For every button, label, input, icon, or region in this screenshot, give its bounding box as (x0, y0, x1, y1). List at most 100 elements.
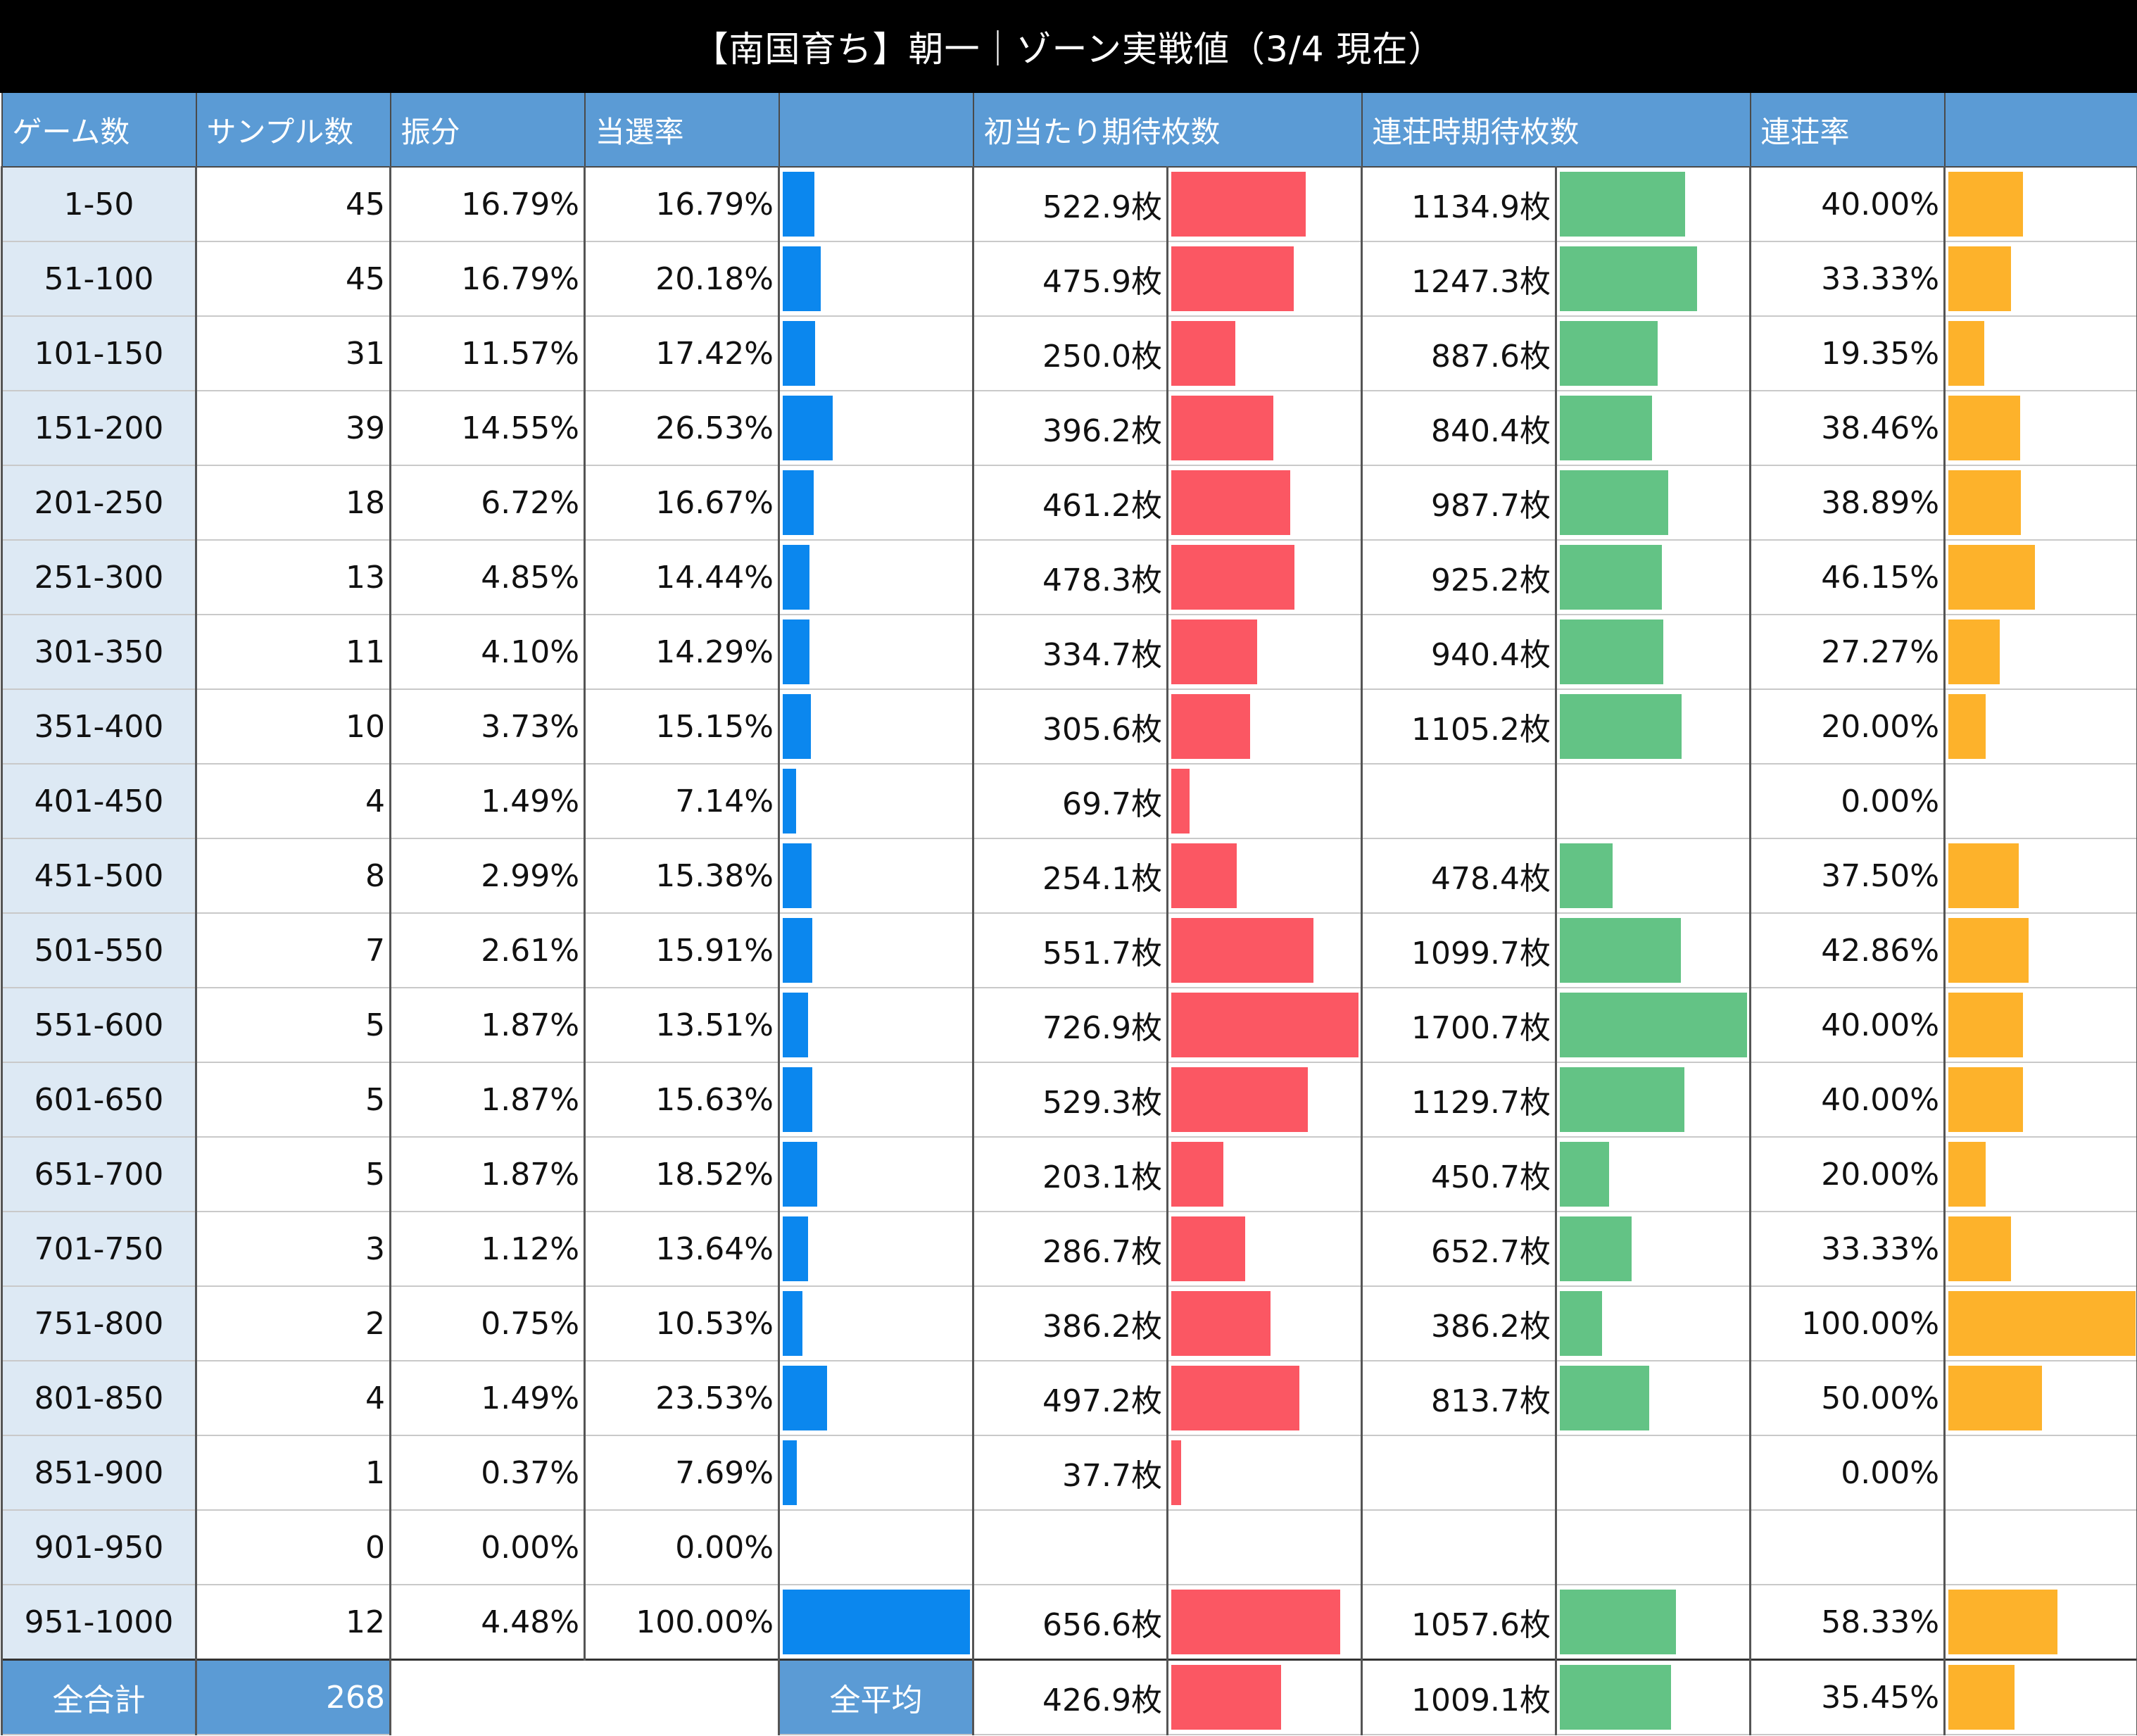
header-furi: 振分 (389, 93, 586, 168)
renchan-bar-cell (1555, 315, 1752, 391)
rate-bar (783, 470, 814, 535)
header-rate-bar (778, 93, 974, 168)
sample-cell: 39 (195, 390, 391, 466)
table-row: 101-150 31 11.57% 17.42% 250.0枚 887.6枚 19.35% (1, 315, 2137, 391)
renchan-bar-cell (1555, 1360, 1752, 1436)
rr-cell: 20.00% (1749, 1136, 1946, 1212)
renchan-cell (1361, 763, 1558, 839)
rate-bar (783, 769, 796, 834)
sample-cell: 8 (195, 838, 391, 914)
game-range-cell: 101-150 (1, 315, 197, 391)
rate-bar-cell (778, 838, 974, 914)
rate-bar (783, 619, 809, 684)
totals-row: 全合計 268 全平均 426.9枚 1009.1枚 35.45% (1, 1659, 2137, 1735)
rr-cell: 40.00% (1749, 1062, 1946, 1138)
game-range-cell: 801-850 (1, 1360, 197, 1436)
sample-cell: 4 (195, 763, 391, 839)
renchan-bar-cell (1555, 1584, 1752, 1661)
rate-cell: 15.91% (584, 912, 780, 988)
furi-cell: 0.00% (389, 1509, 586, 1585)
first-cell: 656.6枚 (972, 1584, 1168, 1661)
renchan-bar (1560, 918, 1682, 983)
sample-cell: 4 (195, 1360, 391, 1436)
rate-cell: 15.38% (584, 838, 780, 914)
renchan-cell: 1247.3枚 (1361, 241, 1558, 317)
header-rr-bar (1943, 93, 2137, 168)
game-range-cell: 301-350 (1, 614, 197, 690)
rr-bar-cell (1943, 838, 2137, 914)
table-row: 151-200 39 14.55% 26.53% 396.2枚 840.4枚 38.46% (1, 390, 2137, 466)
first-bar (1171, 1440, 1181, 1505)
sample-cell: 10 (195, 688, 391, 765)
first-bar (1171, 1366, 1299, 1430)
first-cell: 203.1枚 (972, 1136, 1168, 1212)
rr-bar-cell (1943, 912, 2137, 988)
table-row: 351-400 10 3.73% 15.15% 305.6枚 1105.2枚 20.00% (1, 688, 2137, 765)
rr-cell: 38.89% (1749, 465, 1946, 541)
sample-cell: 12 (195, 1584, 391, 1661)
rr-cell: 40.00% (1749, 166, 1946, 242)
renchan-cell: 1105.2枚 (1361, 688, 1558, 765)
rr-bar-cell (1943, 1584, 2137, 1661)
rate-bar-cell (778, 390, 974, 466)
rr-cell: 0.00% (1749, 763, 1946, 839)
total-sample: 268 (195, 1659, 391, 1735)
renchan-bar (1560, 321, 1658, 386)
furi-cell: 4.48% (389, 1584, 586, 1661)
rr-bar (1948, 545, 2036, 610)
rr-bar-cell (1943, 390, 2137, 466)
header-rr: 連荘率 (1749, 93, 1946, 168)
table-row: 251-300 13 4.85% 14.44% 478.3枚 925.2枚 46.15% (1, 539, 2137, 615)
avg-renchan-bar (1560, 1665, 1672, 1730)
rate-bar-cell (778, 465, 974, 541)
rr-cell: 46.15% (1749, 539, 1946, 615)
rate-bar (783, 918, 812, 983)
game-range-cell: 851-900 (1, 1435, 197, 1511)
rate-bar-cell (778, 1062, 974, 1138)
rate-cell: 15.15% (584, 688, 780, 765)
game-range-cell: 451-500 (1, 838, 197, 914)
rate-bar (783, 993, 808, 1057)
first-bar (1171, 321, 1235, 386)
game-range-cell: 351-400 (1, 688, 197, 765)
rate-bar (783, 1067, 812, 1132)
rr-bar-cell (1943, 166, 2137, 242)
rr-bar (1948, 1216, 2012, 1281)
avg-first-bar (1171, 1665, 1281, 1730)
header-first: 初当たり期待枚数 (972, 93, 1363, 168)
rate-bar-cell (778, 912, 974, 988)
rr-cell: 42.86% (1749, 912, 1946, 988)
rate-cell: 13.64% (584, 1211, 780, 1287)
renchan-cell: 1099.7枚 (1361, 912, 1558, 988)
rate-bar (783, 1366, 827, 1430)
renchan-cell (1361, 1435, 1558, 1511)
renchan-cell: 1134.9枚 (1361, 166, 1558, 242)
rate-bar-cell (778, 1360, 974, 1436)
rr-bar-cell (1943, 1360, 2137, 1436)
first-bar (1171, 993, 1359, 1057)
first-cell: 386.2枚 (972, 1285, 1168, 1361)
first-bar-cell (1166, 1435, 1363, 1511)
renchan-bar (1560, 246, 1698, 311)
header-row: ゲーム数 サンプル数 振分 当選率 初当たり期待枚数 連荘時期待枚数 連荘率 (1, 93, 2137, 168)
rate-bar-cell (778, 614, 974, 690)
first-bar (1171, 1291, 1271, 1356)
rate-bar (783, 1216, 808, 1281)
rate-bar (783, 1440, 797, 1505)
first-cell: 478.3枚 (972, 539, 1168, 615)
first-cell: 37.7枚 (972, 1435, 1168, 1511)
rate-cell: 15.63% (584, 1062, 780, 1138)
rr-bar-cell (1943, 987, 2137, 1063)
first-cell: 286.7枚 (972, 1211, 1168, 1287)
rr-bar (1948, 1142, 1986, 1207)
rr-bar (1948, 1366, 2043, 1430)
renchan-bar-cell (1555, 166, 1752, 242)
first-bar (1171, 918, 1313, 983)
rate-bar (783, 545, 809, 610)
table-body: 1-50 45 16.79% 16.79% 522.9枚 1134.9枚 40.00% 51-… (1, 166, 2137, 1661)
first-cell: 551.7枚 (972, 912, 1168, 988)
table-row: 951-1000 12 4.48% 100.00% 656.6枚 1057.6枚 58.33… (1, 1584, 2137, 1661)
game-range-cell: 751-800 (1, 1285, 197, 1361)
rr-bar (1948, 918, 2029, 983)
sample-cell: 5 (195, 1136, 391, 1212)
